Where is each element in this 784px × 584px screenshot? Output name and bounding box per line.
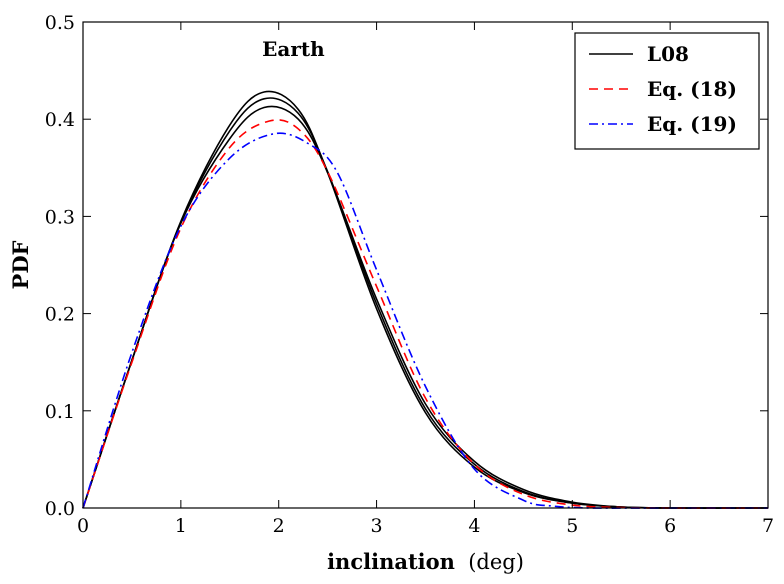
- x-tick-label: 2: [273, 515, 285, 537]
- chart-annotation: Earth: [262, 37, 325, 61]
- legend-label: Eq. (19): [647, 112, 737, 136]
- axis-ticks: 0 1 2 3 4 5 6 7 0.0 0.1 0.2 0.3 0.4 0.5: [45, 12, 774, 537]
- x-tick-label: 1: [175, 515, 187, 537]
- y-tick-label: 0.1: [45, 401, 75, 423]
- x-tick-label: 6: [664, 515, 676, 537]
- legend-label: Eq. (18): [647, 77, 737, 101]
- series-line-l08-0: [82, 90, 769, 509]
- y-tick-label: 0.0: [45, 498, 75, 520]
- x-tick-label: 7: [762, 515, 774, 537]
- plot-marks: [82, 90, 769, 509]
- legend-label: L08: [647, 42, 689, 66]
- x-tick-label: 0: [77, 515, 89, 537]
- y-tick-label: 0.3: [45, 206, 75, 228]
- x-tick-label: 5: [566, 515, 578, 537]
- series-line-l08-1: [82, 97, 769, 509]
- x-tick-label: 3: [371, 515, 383, 537]
- legend: L08 Eq. (18) Eq. (19): [574, 32, 760, 150]
- plot-frame: [82, 21, 769, 509]
- x-axis-label-text: inclination: [327, 549, 455, 574]
- x-axis-label: inclination (deg): [327, 549, 524, 574]
- y-tick-label: 0.5: [45, 12, 75, 34]
- series-line-l08-2: [82, 105, 769, 509]
- y-axis-label: PDF: [8, 240, 33, 289]
- series-line-eq-18-3: [82, 119, 769, 509]
- y-tick-label: 0.2: [45, 304, 75, 326]
- series-line-eq-19-4: [82, 132, 768, 509]
- y-tick-label: 0.4: [45, 109, 75, 131]
- legend-box: [574, 32, 760, 150]
- x-tick-label: 4: [468, 515, 480, 537]
- x-axis-label-unit: (deg): [468, 550, 524, 574]
